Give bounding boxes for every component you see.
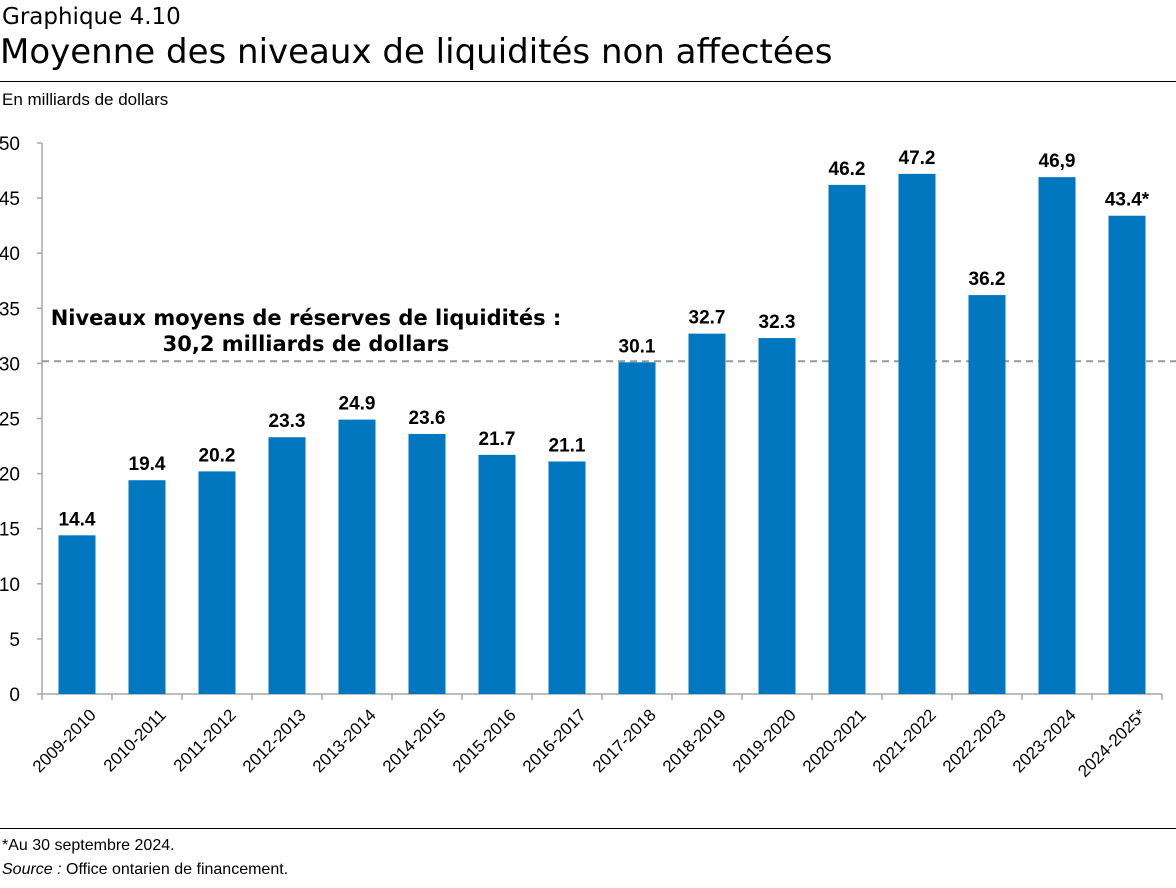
footnote: *Au 30 septembre 2024. [2, 837, 175, 854]
y-tick-label: 20 [0, 465, 20, 486]
bar [688, 333, 726, 694]
y-tick-label: 15 [0, 520, 20, 541]
bar [898, 173, 936, 694]
x-tick-label: 2020-2021 [799, 705, 870, 776]
data-label: 43.4* [1105, 190, 1150, 211]
bar [1108, 215, 1146, 694]
source-note: Source : Office ontarien de financement. [2, 861, 288, 879]
data-label: 14.4 [59, 509, 96, 530]
bar [968, 295, 1006, 694]
bar [58, 535, 96, 694]
data-label: 46.2 [829, 159, 866, 180]
x-tick-label: 2012-2013 [239, 705, 310, 776]
y-tick-label: 30 [0, 354, 20, 375]
y-tick-label: 45 [0, 189, 20, 210]
x-tick-label: 2010-2011 [100, 705, 170, 775]
x-tick-label: 2014-2015 [379, 705, 450, 776]
source-text: Office ontarien de financement. [61, 861, 289, 878]
bar [1038, 177, 1076, 695]
x-tick-label: 2024-2025* [1074, 705, 1150, 781]
data-label: 36.2 [969, 269, 1006, 290]
x-tick-label: 2019-2020 [729, 705, 800, 776]
title-divider [0, 81, 1176, 82]
x-tick-label: 2013-2014 [309, 705, 380, 776]
y-tick-label: 40 [0, 244, 20, 265]
x-tick-label: 2015-2016 [449, 705, 520, 776]
bar [338, 419, 376, 694]
bar-chart: 0 5 10 15 20 25 30 35 40 45 50 Niveaux moyens de ré… [0, 134, 1176, 781]
data-label: 19.4 [129, 454, 166, 475]
x-tick-label: 2021-2022 [869, 705, 940, 776]
data-label: 23.3 [269, 411, 306, 432]
bar [198, 471, 236, 694]
bar [478, 454, 516, 694]
x-tick-label: 2009-2010 [29, 705, 100, 776]
data-label: 32.3 [759, 312, 796, 333]
reference-line-label: 30,2 milliards de dollars [163, 332, 450, 356]
bar [618, 362, 656, 694]
x-tick-label: 2017-2018 [589, 705, 660, 776]
x-tick-label: 2023-2024 [1009, 705, 1080, 776]
x-tick-label: 2022-2023 [939, 705, 1010, 776]
data-label: 23.6 [409, 408, 446, 429]
x-tick-label: 2011-2012 [170, 705, 240, 775]
data-label: 47.2 [899, 148, 936, 169]
y-tick-label: 35 [0, 299, 20, 320]
reference-line-label: Niveaux moyens de réserves de liquidités… [51, 306, 562, 330]
data-label: 20.2 [199, 445, 236, 466]
bar [268, 437, 306, 694]
data-label: 46,9 [1039, 151, 1076, 172]
data-label: 30.1 [619, 336, 656, 357]
data-label: 21.1 [549, 435, 586, 456]
bar [408, 433, 446, 694]
x-tick-label: 2016-2017 [519, 705, 590, 776]
data-label: 21.7 [479, 429, 516, 450]
y-tick-label: 25 [0, 410, 20, 431]
bar [828, 184, 866, 694]
bar [548, 461, 586, 694]
y-tick-label: 0 [9, 685, 20, 706]
y-tick-label: 10 [0, 575, 20, 596]
y-tick-label: 5 [9, 630, 20, 651]
source-label: Source : [2, 861, 62, 878]
x-tick-label: 2018-2019 [659, 705, 730, 776]
chart-title: Moyenne des niveaux de liquidités non af… [0, 32, 833, 72]
bar [758, 338, 796, 694]
y-tick-label: 50 [0, 134, 20, 155]
footer-divider [0, 828, 1176, 829]
y-axis-unit: En milliards de dollars [2, 90, 169, 109]
data-label: 24.9 [339, 394, 376, 415]
bar [128, 480, 166, 694]
chart-number: Graphique 4.10 [2, 4, 181, 30]
data-label: 32.7 [689, 308, 726, 329]
